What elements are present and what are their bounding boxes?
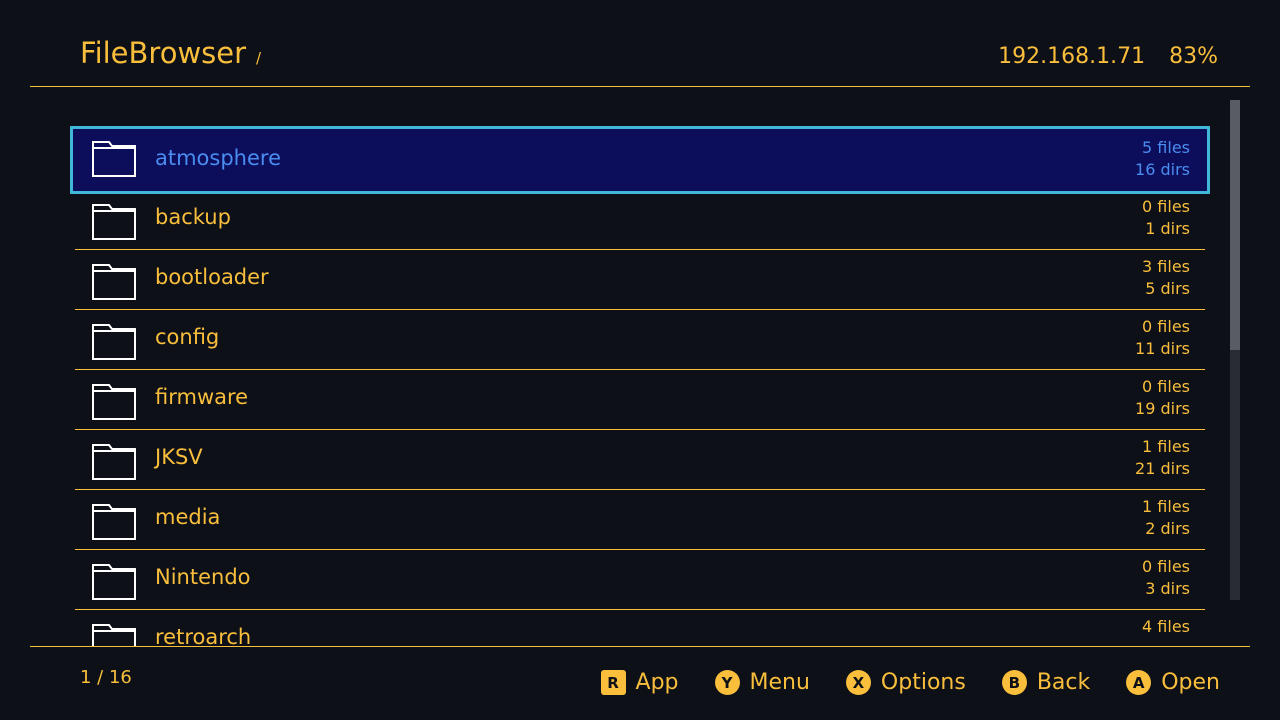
current-path: / xyxy=(256,49,262,67)
file-count: 1 files xyxy=(1142,497,1190,516)
file-count: 4 files xyxy=(1142,617,1190,636)
hint-menu[interactable]: Y Menu xyxy=(714,670,810,695)
folder-counts: 0 files 11 dirs xyxy=(1135,316,1190,360)
hint-options[interactable]: X Options xyxy=(845,670,966,695)
folder-row[interactable]: firmware 0 files 19 dirs xyxy=(75,370,1205,430)
hint-label: Open xyxy=(1161,670,1220,695)
ip-address: 192.168.1.71 xyxy=(998,44,1146,69)
status-area: 192.168.1.71 83% xyxy=(974,44,1218,69)
file-count: 5 files xyxy=(1142,138,1190,157)
folder-row[interactable]: atmosphere 5 files 16 dirs xyxy=(70,126,1210,194)
scrollbar-thumb[interactable] xyxy=(1230,100,1240,350)
folder-icon xyxy=(92,624,136,646)
folder-name: config xyxy=(155,325,220,349)
folder-name: Nintendo xyxy=(155,565,251,589)
folder-row[interactable]: backup 0 files 1 dirs xyxy=(75,190,1205,250)
file-count: 1 files xyxy=(1142,437,1190,456)
button-x-icon: X xyxy=(845,670,871,695)
dir-count: 3 dirs xyxy=(1145,579,1190,598)
folder-name: backup xyxy=(155,205,231,229)
folder-counts: 3 files 5 dirs xyxy=(1142,256,1190,300)
folder-icon xyxy=(92,444,136,480)
folder-row[interactable]: JKSV 1 files 21 dirs xyxy=(75,430,1205,490)
dir-count: 2 dirs xyxy=(1145,519,1190,538)
app-title: FileBrowser / xyxy=(80,36,261,70)
folder-counts: 4 files xyxy=(1142,616,1190,638)
folder-counts: 5 files 16 dirs xyxy=(1135,137,1190,181)
button-a-icon: A xyxy=(1126,670,1152,695)
title-text: FileBrowser xyxy=(80,36,247,70)
folder-name: JKSV xyxy=(155,445,203,469)
folder-counts: 0 files 3 dirs xyxy=(1142,556,1190,600)
button-r-icon: R xyxy=(600,670,626,695)
file-count: 3 files xyxy=(1142,257,1190,276)
dir-count: 11 dirs xyxy=(1135,339,1190,358)
folder-name: atmosphere xyxy=(155,146,281,170)
folder-icon xyxy=(92,504,136,540)
file-count: 0 files xyxy=(1142,557,1190,576)
folder-icon xyxy=(92,564,136,600)
folder-row[interactable]: retroarch 4 files xyxy=(75,610,1205,646)
file-count: 0 files xyxy=(1142,377,1190,396)
folder-name: retroarch xyxy=(155,625,252,646)
file-list: atmosphere 5 files 16 dirs backup 0 files… xyxy=(70,96,1210,646)
file-count: 0 files xyxy=(1142,317,1190,336)
dir-count: 5 dirs xyxy=(1145,279,1190,298)
hint-back[interactable]: B Back xyxy=(1001,670,1091,695)
dir-count: 21 dirs xyxy=(1135,459,1190,478)
folder-counts: 0 files 1 dirs xyxy=(1142,196,1190,240)
folder-row[interactable]: config 0 files 11 dirs xyxy=(75,310,1205,370)
hint-label: Back xyxy=(1036,670,1091,695)
footer-divider xyxy=(30,646,1250,647)
header-divider xyxy=(30,86,1250,87)
battery-level: 83% xyxy=(1169,44,1218,69)
dir-count: 1 dirs xyxy=(1145,219,1190,238)
hint-label: Options xyxy=(880,670,966,695)
folder-counts: 1 files 2 dirs xyxy=(1142,496,1190,540)
folder-counts: 1 files 21 dirs xyxy=(1135,436,1190,480)
button-y-icon: Y xyxy=(714,670,740,695)
button-b-icon: B xyxy=(1001,670,1027,695)
file-count: 0 files xyxy=(1142,197,1190,216)
folder-icon xyxy=(92,264,136,300)
folder-icon xyxy=(92,324,136,360)
folder-name: bootloader xyxy=(155,265,269,289)
page-indicator: 1 / 16 xyxy=(80,667,132,688)
dir-count: 19 dirs xyxy=(1135,399,1190,418)
dir-count: 16 dirs xyxy=(1135,160,1190,179)
button-hints: R App Y Menu X Options B Back A Open xyxy=(600,670,1220,695)
folder-icon xyxy=(92,204,136,240)
scrollbar[interactable] xyxy=(1230,100,1240,600)
hint-label: Menu xyxy=(749,670,810,695)
folder-icon xyxy=(92,141,136,177)
folder-row[interactable]: Nintendo 0 files 3 dirs xyxy=(75,550,1205,610)
folder-counts: 0 files 19 dirs xyxy=(1135,376,1190,420)
folder-name: firmware xyxy=(155,385,249,409)
hint-open[interactable]: A Open xyxy=(1126,670,1220,695)
folder-icon xyxy=(92,384,136,420)
folder-row[interactable]: bootloader 3 files 5 dirs xyxy=(75,250,1205,310)
hint-app[interactable]: R App xyxy=(600,670,679,695)
folder-row[interactable]: media 1 files 2 dirs xyxy=(75,490,1205,550)
hint-label: App xyxy=(635,670,679,695)
folder-name: media xyxy=(155,505,221,529)
